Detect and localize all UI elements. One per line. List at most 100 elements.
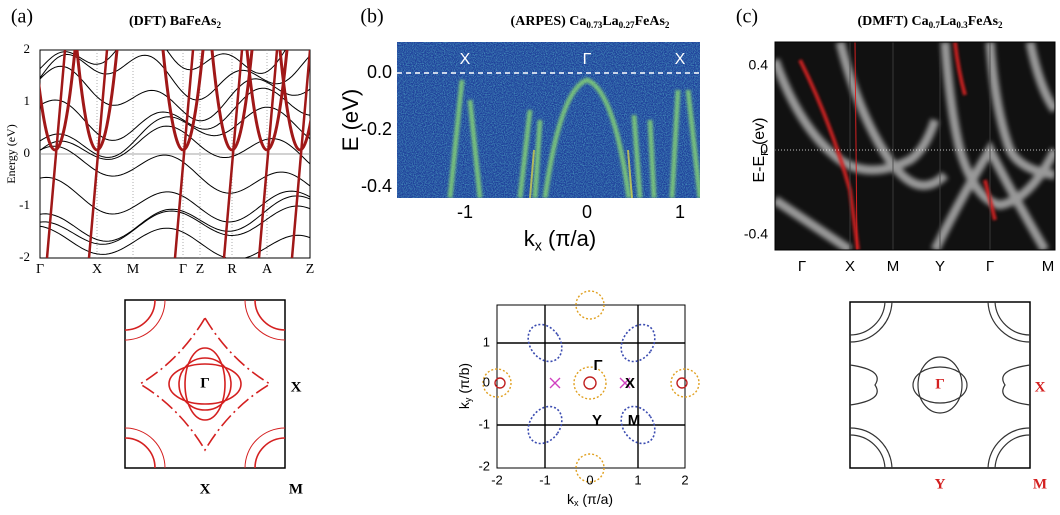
band-highlight xyxy=(75,50,119,152)
band-highlight xyxy=(87,50,109,258)
band xyxy=(40,205,310,245)
image-label: Γ xyxy=(583,51,592,68)
text-run: (π/a) xyxy=(578,491,613,507)
panel-label: (c) xyxy=(736,6,758,28)
x-tick-label: Γ xyxy=(36,262,44,277)
text-run: k xyxy=(567,491,575,507)
subscript: 0.27 xyxy=(619,20,635,30)
x-tick-label: Z xyxy=(306,262,315,277)
fs-label: X xyxy=(291,379,302,395)
y-tick-label: 1 xyxy=(24,93,31,108)
x-tick-label: -2 xyxy=(491,472,503,487)
band-highlight xyxy=(278,50,310,152)
x-tick-label: X xyxy=(92,262,102,277)
y-tick-label: -0.4 xyxy=(744,226,768,242)
fermi-surface-a xyxy=(124,299,286,469)
y-axis-label: ky (π/b) xyxy=(456,363,474,409)
x-tick-label: Γ xyxy=(798,258,806,275)
x-tick-label: M xyxy=(127,262,140,277)
y-tick-label: 1 xyxy=(483,334,490,349)
x-tick-label: M xyxy=(887,258,900,275)
text-run: La xyxy=(940,14,956,29)
x-tick-label: 0 xyxy=(586,472,593,487)
x-tick-label: -1 xyxy=(457,202,473,222)
x-tick-label: 1 xyxy=(634,472,641,487)
dmft-image xyxy=(775,42,1055,250)
band xyxy=(40,176,310,223)
subscript: F xyxy=(760,149,771,155)
y-tick-label: 0 xyxy=(760,141,768,157)
text-run: (π/a) xyxy=(542,226,596,251)
x-tick-label: Γ xyxy=(986,258,994,275)
text-run: k xyxy=(456,401,472,409)
y-tick-label: -2 xyxy=(19,249,30,264)
band-highlight xyxy=(222,50,244,258)
dmft-frame xyxy=(774,41,1056,251)
text-run: FeAs xyxy=(968,14,999,29)
x-tick-label: 1 xyxy=(675,202,685,222)
fs-label: M xyxy=(289,481,303,497)
band xyxy=(40,225,310,258)
text-run: (π/b) xyxy=(456,363,472,398)
y-tick-label: -2 xyxy=(478,458,490,473)
x-tick-label: R xyxy=(227,262,237,277)
y-tick-label: 0.0 xyxy=(367,62,392,82)
x-tick-label: Z xyxy=(196,262,205,277)
text-run: k xyxy=(524,226,536,251)
band-highlight xyxy=(173,50,195,258)
band-highlight xyxy=(257,50,279,258)
y-tick-label: 0 xyxy=(24,145,31,160)
panel-label: (a) xyxy=(11,6,33,28)
fs-label: Γ xyxy=(200,375,210,391)
x-tick-label: A xyxy=(262,262,273,277)
panel-title: (DMFT) Ca0.7La0.3FeAs2 xyxy=(857,14,1003,30)
band xyxy=(40,53,310,101)
y-tick-label: 0 xyxy=(483,374,490,389)
subscript: 0.73 xyxy=(586,20,602,30)
band xyxy=(40,106,310,158)
subscript: y xyxy=(464,397,474,402)
x-tick-label: -1 xyxy=(539,472,551,487)
x-tick-label: 0 xyxy=(582,202,592,222)
y-tick-label: -0.2 xyxy=(361,119,392,139)
fs-label: Γ xyxy=(935,376,945,392)
y-axis-label: E-EF (ev) xyxy=(751,117,770,182)
fs-label: X xyxy=(1035,379,1046,395)
arpes-image xyxy=(397,42,700,198)
band xyxy=(40,65,310,122)
x-tick-label: Γ xyxy=(179,262,187,277)
band-highlight xyxy=(45,50,67,258)
text-run: La xyxy=(602,14,618,29)
x-tick-label: 2 xyxy=(681,472,688,487)
fs-label: Y xyxy=(935,476,946,492)
panel-title: (DFT) BaFeAs2 xyxy=(129,14,222,30)
subscript: 0.7 xyxy=(929,20,941,30)
fs-label: Y xyxy=(592,412,602,429)
fs-label: M xyxy=(1033,476,1047,492)
subscript: 2 xyxy=(665,20,670,30)
x-axis-label: kx (π/a) xyxy=(524,226,596,255)
text-run: (ev) xyxy=(751,117,768,149)
image-label: X xyxy=(460,51,471,68)
text-run: FeAs xyxy=(635,14,666,29)
text-run: (ARPES) Ca xyxy=(511,14,587,29)
text-run: E-E xyxy=(751,156,768,183)
y-tick-label: -0.4 xyxy=(361,176,392,196)
fs-label: X xyxy=(200,481,211,497)
text-run: (DMFT) Ca xyxy=(857,14,928,29)
y-tick-label: 2 xyxy=(24,41,31,56)
fs-label: M xyxy=(628,412,641,429)
text-run: (DFT) BaFeAs xyxy=(129,14,217,29)
x-tick-label: X xyxy=(845,258,855,275)
y-tick-label: 0.4 xyxy=(749,57,769,73)
panel-title: (ARPES) Ca0.73La0.27FeAs2 xyxy=(511,14,670,30)
band xyxy=(40,50,287,74)
panel-label: (b) xyxy=(360,6,383,28)
y-axis-label: Energy (eV) xyxy=(4,124,18,183)
band-highlight xyxy=(40,50,77,152)
subscript: x xyxy=(574,499,579,509)
band-highlight xyxy=(161,50,205,152)
fs-label: Γ xyxy=(593,357,602,374)
fermi-surface-b xyxy=(482,290,700,483)
band-highlight xyxy=(290,50,310,258)
